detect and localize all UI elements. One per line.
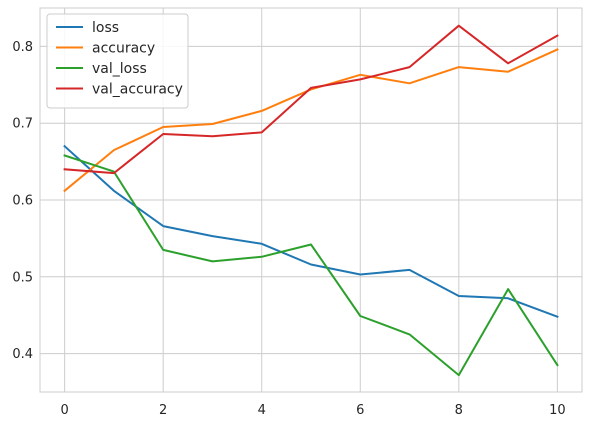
y-tick-label: 0.4 — [12, 347, 33, 362]
series-line-accuracy — [63, 48, 559, 193]
series-line-val-loss — [63, 154, 559, 377]
plot-frame — [39, 7, 583, 393]
x-tick-label: 0 — [60, 403, 68, 418]
legend-label-accuracy: accuracy — [92, 41, 155, 57]
legend-label-val-loss: val_loss — [92, 61, 147, 77]
x-tick-label: 10 — [549, 403, 566, 418]
tick-labels: 0 2 4 6 8 10 0.4 0.5 0.6 0.7 0.8 — [12, 40, 565, 418]
series-lines — [63, 24, 559, 377]
series-line-val-accuracy — [63, 24, 559, 175]
x-tick-label: 6 — [356, 403, 364, 418]
y-tick-label: 0.6 — [12, 194, 33, 209]
legend-box — [46, 13, 189, 109]
legend-label-loss: loss — [92, 20, 119, 36]
x-tick-label: 8 — [455, 403, 463, 418]
y-tick-label: 0.8 — [12, 40, 33, 55]
x-tick-label: 2 — [159, 403, 167, 418]
y-tick-label: 0.5 — [12, 270, 33, 285]
legend: loss accuracy val_loss val_accuracy — [46, 13, 189, 109]
legend-label-val-accuracy: val_accuracy — [92, 82, 183, 98]
y-tick-label: 0.7 — [12, 117, 33, 132]
x-tick-label: 4 — [258, 403, 266, 418]
series-line-loss — [63, 144, 559, 318]
